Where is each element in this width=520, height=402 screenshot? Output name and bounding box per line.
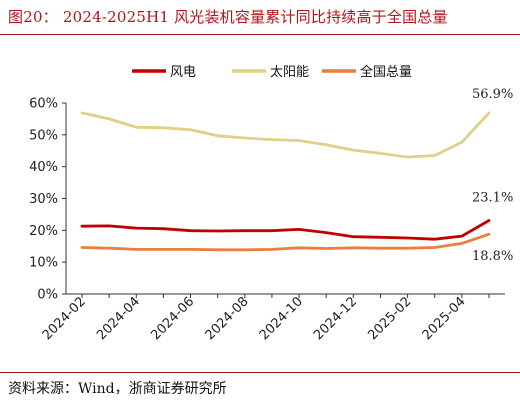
y-tick-label: 0% <box>37 288 58 303</box>
legend-label: 太阳能 <box>270 65 309 80</box>
series-line-3 <box>80 232 491 252</box>
value-annotation: 23.1% <box>472 190 513 205</box>
x-tick-label: 2025-04 <box>420 294 469 343</box>
y-tick-label: 10% <box>29 256 58 271</box>
y-tick-label: 30% <box>29 192 58 207</box>
y-tick-label: 20% <box>29 224 58 239</box>
title-rule <box>0 34 520 35</box>
x-tick-label: 2024-06 <box>148 294 197 343</box>
y-tick-label: 60% <box>29 97 58 112</box>
y-tick-label: 40% <box>29 160 58 175</box>
x-tick-label: 2024-04 <box>94 294 143 343</box>
legend-label: 全国总量 <box>360 64 412 80</box>
x-tick-label: 2024-08 <box>203 294 252 343</box>
value-annotation: 56.9% <box>472 87 513 102</box>
line-chart: 0%10%20%30%40%50%60%2024-02 2024-04 2024-0… <box>29 64 513 343</box>
x-tick-label: 2024-12 <box>311 294 360 343</box>
series-line-1 <box>80 219 491 241</box>
value-annotation: 18.8% <box>472 249 513 264</box>
x-tick-label: 2025-02 <box>365 294 414 343</box>
footer-rule <box>0 372 520 373</box>
source-note: 资料来源：Wind，浙商证券研究所 <box>8 381 227 397</box>
figure-title: 图20： 2024-2025H1 风光装机容量累计同比持续高于全国总量 <box>8 8 448 26</box>
series-line-2 <box>80 111 491 159</box>
legend-label: 风电 <box>170 65 196 80</box>
y-tick-label: 50% <box>29 128 58 143</box>
x-tick-label: 2024-10 <box>257 294 306 343</box>
